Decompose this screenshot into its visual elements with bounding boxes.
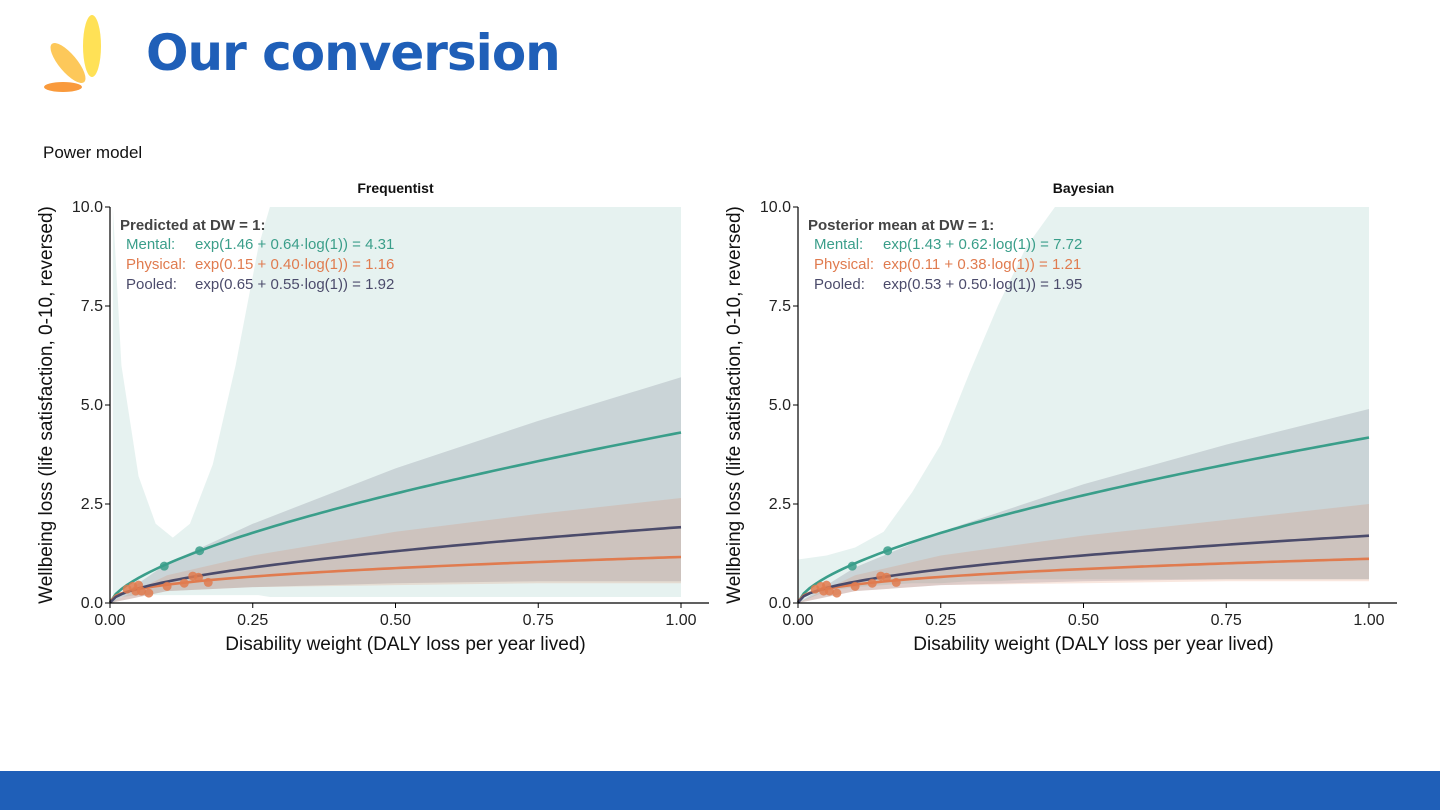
data-point bbox=[824, 586, 834, 596]
legend-name: Pooled: bbox=[814, 276, 865, 293]
confidence-band bbox=[798, 207, 1369, 603]
x-tick-label: 1.00 bbox=[665, 612, 696, 629]
data-point bbox=[883, 546, 893, 556]
data-point bbox=[850, 581, 860, 591]
data-point bbox=[195, 546, 205, 556]
y-tick-label: 0.0 bbox=[769, 595, 791, 612]
annotation-header: Predicted at DW = 1: bbox=[120, 217, 265, 234]
data-point bbox=[203, 577, 213, 587]
x-tick-label: 0.00 bbox=[782, 612, 813, 629]
x-tick-label: 0.00 bbox=[94, 612, 125, 629]
confidence-band bbox=[112, 207, 682, 603]
data-point bbox=[847, 561, 857, 571]
legend-name: Physical: bbox=[126, 256, 186, 273]
legend-name: Mental: bbox=[126, 236, 175, 253]
series-line bbox=[796, 436, 1370, 604]
chart-bayesian: 0.00 0.25 0.50 0.75 1.00 0.0 2.5 5.0 7.5 10.0 Disa… bbox=[724, 180, 1397, 655]
y-tick-label: 10.0 bbox=[760, 199, 791, 216]
x-tick-label: 0.25 bbox=[925, 612, 956, 629]
slide-subtitle: Power model bbox=[43, 143, 143, 162]
confidence-band bbox=[110, 377, 681, 603]
legend-formula: exp(0.11 + 0.38·log(1)) = 1.21 bbox=[883, 256, 1081, 273]
series-line bbox=[797, 534, 1370, 604]
y-tick-label: 5.0 bbox=[81, 397, 103, 414]
chart-title: Frequentist bbox=[357, 180, 434, 196]
data-point bbox=[179, 578, 189, 588]
chart-title: Bayesian bbox=[1053, 180, 1114, 196]
data-point bbox=[162, 581, 172, 591]
data-point bbox=[832, 588, 842, 598]
y-tick-label: 2.5 bbox=[769, 496, 791, 513]
legend-formula: exp(1.46 + 0.64·log(1)) = 4.31 bbox=[195, 236, 394, 253]
data-point bbox=[159, 561, 169, 571]
x-tick-label: 0.50 bbox=[380, 612, 411, 629]
chart-frequentist: 0.00 0.25 0.50 0.75 1.00 0.0 2.5 5.0 7.5 10.0 Disa… bbox=[36, 180, 709, 655]
legend-formula: exp(0.15 + 0.40·log(1)) = 1.16 bbox=[195, 256, 394, 273]
x-tick-label: 1.00 bbox=[1353, 612, 1384, 629]
data-point bbox=[136, 586, 146, 596]
data-point bbox=[882, 572, 892, 582]
slide-title: Our conversion bbox=[146, 24, 561, 82]
data-point bbox=[867, 578, 877, 588]
logo-icon bbox=[44, 15, 101, 92]
y-tick-label: 7.5 bbox=[81, 298, 103, 315]
y-tick-label: 0.0 bbox=[81, 595, 103, 612]
data-point bbox=[891, 577, 901, 587]
x-tick-label: 0.50 bbox=[1068, 612, 1099, 629]
x-tick-label: 0.25 bbox=[237, 612, 268, 629]
y-axis-label: Wellbeing loss (life satisfaction, 0-10,… bbox=[724, 206, 745, 604]
legend-formula: exp(1.43 + 0.62·log(1)) = 7.72 bbox=[883, 236, 1082, 253]
footer-bar bbox=[0, 771, 1440, 810]
y-tick-label: 7.5 bbox=[769, 298, 791, 315]
legend-formula: exp(0.53 + 0.50·log(1)) = 1.95 bbox=[883, 276, 1082, 293]
series-line bbox=[109, 525, 682, 604]
x-axis-label: Disability weight (DALY loss per year li… bbox=[225, 634, 585, 655]
y-tick-label: 10.0 bbox=[72, 199, 103, 216]
y-axis-label: Wellbeing loss (life satisfaction, 0-10,… bbox=[36, 206, 57, 604]
series-line bbox=[108, 431, 682, 604]
annotation-header: Posterior mean at DW = 1: bbox=[808, 217, 994, 234]
legend-formula: exp(0.65 + 0.55·log(1)) = 1.92 bbox=[195, 276, 394, 293]
legend-name: Pooled: bbox=[126, 276, 177, 293]
legend-name: Mental: bbox=[814, 236, 863, 253]
legend-name: Physical: bbox=[814, 256, 874, 273]
y-tick-label: 2.5 bbox=[81, 496, 103, 513]
y-tick-label: 5.0 bbox=[769, 397, 791, 414]
x-tick-label: 0.75 bbox=[523, 612, 554, 629]
x-tick-label: 0.75 bbox=[1211, 612, 1242, 629]
data-point bbox=[194, 572, 204, 582]
confidence-band bbox=[798, 408, 1369, 603]
x-axis-label: Disability weight (DALY loss per year li… bbox=[913, 634, 1273, 655]
data-point bbox=[144, 588, 154, 598]
confidence-band bbox=[798, 504, 1369, 603]
